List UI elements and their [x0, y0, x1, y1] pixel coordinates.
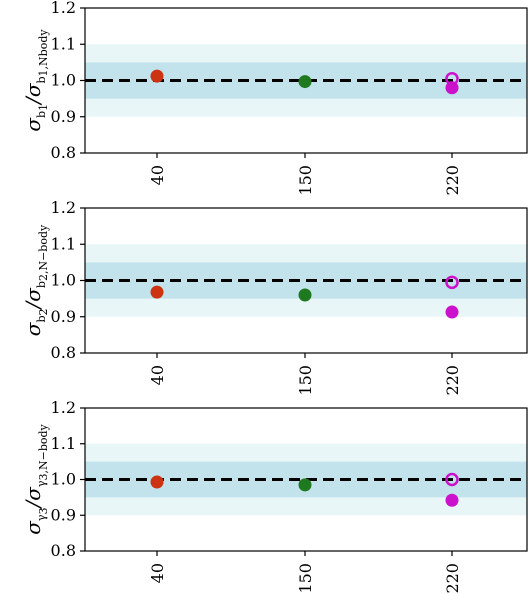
y-axis-label-part: γ — [35, 514, 48, 521]
y-tick-label: 0.9 — [51, 505, 76, 524]
y-axis-label-part: σ — [21, 82, 45, 97]
y-axis-label-part: 1,Nbody — [37, 29, 50, 77]
y-tick-label: 1.2 — [51, 398, 76, 417]
data-point-open — [445, 275, 459, 290]
y-axis-label-part: / — [21, 300, 45, 311]
data-point — [298, 478, 312, 492]
y-axis-label-part: 2,N−body — [37, 224, 50, 281]
y-axis-label-part: σ — [21, 520, 45, 535]
y-tick-label: 0.8 — [51, 541, 76, 560]
y-axis-label-part: b — [35, 111, 48, 118]
y-tick-label: 0.9 — [51, 307, 76, 326]
y-axis-label-part: 2 — [37, 309, 50, 316]
y-axis-label-part: 3 — [37, 508, 50, 515]
data-point — [445, 493, 459, 507]
y-tick-label: 1.0 — [51, 470, 76, 489]
y-tick-label: 1.2 — [51, 0, 76, 17]
y-tick-label: 1.0 — [51, 71, 76, 90]
x-tick-label: 150 — [296, 165, 315, 196]
x-tick-label: 40 — [148, 365, 167, 385]
y-axis-label-part: b — [35, 316, 48, 323]
data-point — [150, 475, 164, 489]
x-tick-label: 40 — [148, 563, 167, 583]
y-axis-label-part: σ — [21, 287, 45, 302]
data-point — [445, 305, 459, 319]
data-point — [150, 285, 164, 299]
y-axis-label-part: σ — [21, 486, 45, 501]
x-tick-label: 150 — [296, 365, 315, 396]
y-tick-label: 0.8 — [51, 343, 76, 362]
y-axis-label: σγ3/σγ3,N−body — [21, 423, 50, 534]
data-point — [445, 81, 459, 95]
x-tick-label: 150 — [296, 563, 315, 594]
data-point — [298, 288, 312, 302]
y-axis-label: σb2/σb2,N−body — [21, 224, 50, 336]
y-tick-label: 0.9 — [51, 107, 76, 126]
y-axis-label-part: / — [21, 499, 45, 510]
y-axis-label-part: 1 — [37, 104, 50, 111]
y-axis-label-part: σ — [21, 117, 45, 132]
y-axis-label: σb1/σb1,Nbody — [21, 29, 50, 132]
y-tick-label: 1.2 — [51, 198, 76, 217]
y-axis-label-part: 3,N−body — [37, 423, 50, 480]
y-axis-label-part: γ — [35, 480, 48, 487]
data-point — [150, 69, 164, 83]
data-point-open — [445, 472, 459, 487]
x-tick-label: 220 — [443, 165, 462, 196]
y-axis-label-part: σ — [21, 321, 45, 336]
y-axis-label-part: b — [35, 281, 48, 288]
y-tick-label: 1.1 — [51, 234, 76, 253]
x-tick-label: 220 — [443, 365, 462, 396]
x-tick-label: 40 — [148, 165, 167, 185]
y-tick-label: 0.8 — [51, 143, 76, 162]
y-axis-label-part: / — [21, 95, 45, 106]
y-tick-label: 1.1 — [51, 34, 76, 53]
y-tick-label: 1.1 — [51, 434, 76, 453]
x-tick-label: 220 — [443, 563, 462, 594]
data-point — [298, 75, 312, 89]
y-axis-label-part: b — [35, 76, 48, 83]
y-tick-label: 1.0 — [51, 271, 76, 290]
